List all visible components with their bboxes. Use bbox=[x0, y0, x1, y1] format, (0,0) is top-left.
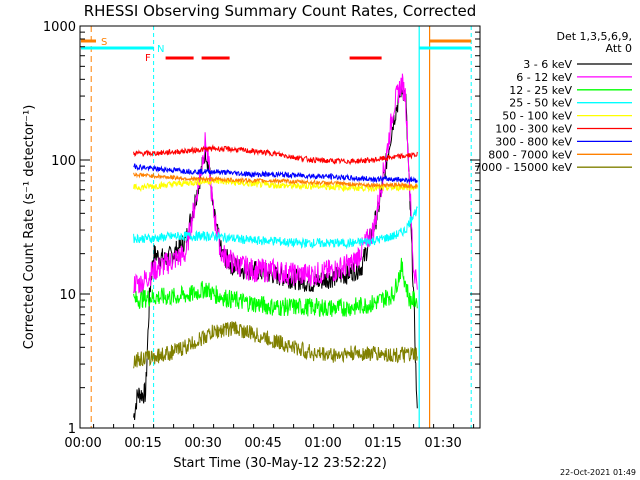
y-tick-label: 1000 bbox=[43, 20, 76, 35]
y-axis: 1 10 100 1000 bbox=[43, 20, 480, 437]
chart-title: RHESSI Observing Summary Count Rates, Co… bbox=[84, 2, 477, 20]
annotation-s: S bbox=[101, 37, 107, 48]
y-tick-label: 1 bbox=[68, 422, 76, 437]
x-tick-label: 01:15 bbox=[364, 436, 401, 451]
x-tick-label: 00:00 bbox=[64, 436, 101, 451]
y-axis-label: Corrected Count Rate (s⁻¹ detector⁻¹) bbox=[22, 105, 37, 350]
series-line-6 bbox=[133, 163, 418, 185]
x-tick-label: 01:30 bbox=[424, 436, 461, 451]
plot-frame bbox=[79, 25, 481, 429]
plot-area: S NF bbox=[81, 26, 472, 428]
x-axis: 00:00 00:15 00:30 00:45 01:00 01:15 01:30 bbox=[64, 424, 475, 451]
x-tick-label: 00:15 bbox=[124, 436, 161, 451]
legend-label: 3 - 6 keV bbox=[523, 58, 572, 71]
x-tick-label: 01:00 bbox=[304, 436, 341, 451]
series-line-5 bbox=[133, 144, 418, 166]
legend-label: 100 - 300 keV bbox=[495, 123, 572, 136]
series-line-0 bbox=[133, 78, 418, 421]
timestamp-footer: 22-Oct-2021 01:49 bbox=[560, 468, 636, 477]
x-tick-label: 00:30 bbox=[184, 436, 221, 451]
legend-label: 7000 - 15000 keV bbox=[474, 161, 572, 174]
series-line-7 bbox=[133, 172, 418, 190]
series-line-1 bbox=[133, 73, 418, 296]
legend-header-line-1: Det 1,3,5,6,9, bbox=[556, 30, 632, 43]
annotation-n: N bbox=[157, 44, 164, 55]
legend-header-line-2: Att 0 bbox=[606, 42, 632, 55]
series-line-8 bbox=[133, 321, 418, 369]
legend-label: 50 - 100 keV bbox=[502, 110, 572, 123]
annotation-f: F bbox=[145, 53, 151, 64]
series-line-3 bbox=[133, 206, 418, 250]
series-line-4 bbox=[133, 177, 418, 193]
legend-label: 12 - 25 keV bbox=[509, 84, 572, 97]
series-line-2 bbox=[133, 257, 418, 317]
legend-label: 6 - 12 keV bbox=[516, 71, 572, 84]
y-tick-label: 10 bbox=[59, 288, 76, 303]
legend-label: 800 - 7000 keV bbox=[488, 148, 572, 161]
x-axis-label: Start Time (30-May-12 23:52:22) bbox=[173, 456, 387, 471]
legend-label: 300 - 800 keV bbox=[495, 135, 572, 148]
x-tick-label: 00:45 bbox=[244, 436, 281, 451]
y-tick-label: 100 bbox=[51, 154, 76, 169]
legend-label: 25 - 50 keV bbox=[509, 97, 572, 110]
